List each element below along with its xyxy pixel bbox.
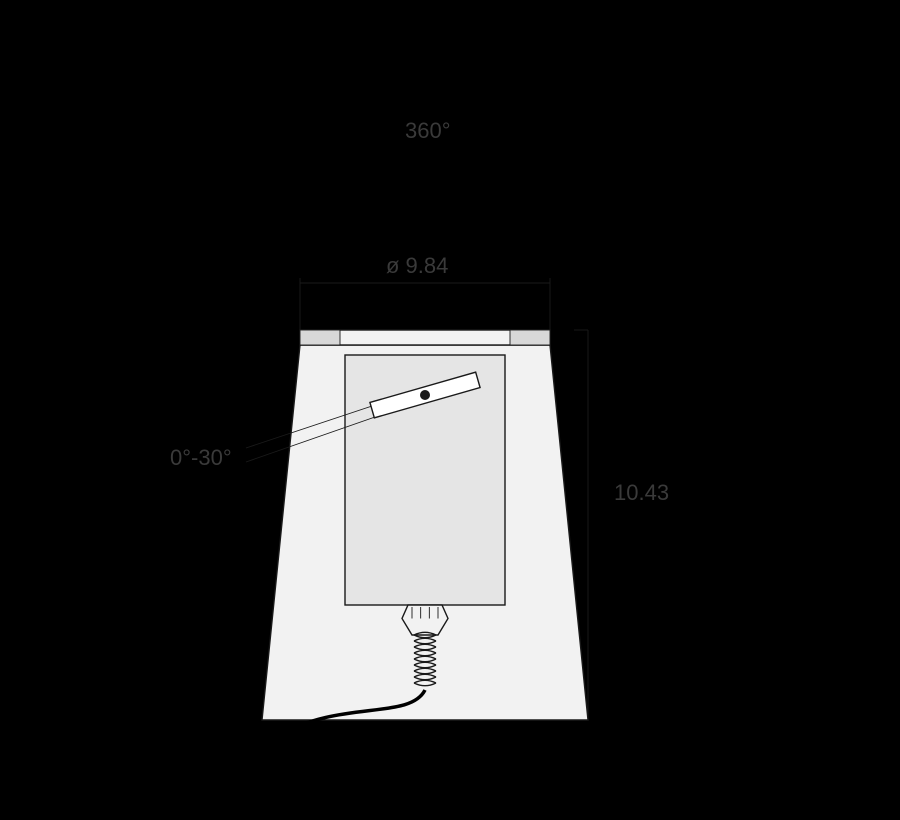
rim-band-right [510, 330, 550, 345]
rim-band-left [300, 330, 340, 345]
pivot-dot [420, 390, 430, 400]
connector-nut [402, 605, 448, 635]
